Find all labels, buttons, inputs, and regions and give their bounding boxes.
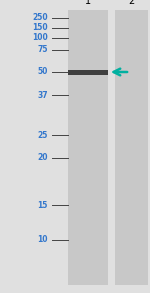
Text: 10: 10 bbox=[38, 236, 48, 244]
Text: 50: 50 bbox=[38, 67, 48, 76]
Text: 100: 100 bbox=[32, 33, 48, 42]
Text: 25: 25 bbox=[38, 130, 48, 139]
Text: 150: 150 bbox=[32, 23, 48, 33]
Text: 37: 37 bbox=[37, 91, 48, 100]
Bar bbox=[115, 10, 148, 285]
Text: 75: 75 bbox=[38, 45, 48, 54]
Text: 250: 250 bbox=[32, 13, 48, 23]
Bar bbox=[68, 10, 108, 285]
Text: 2: 2 bbox=[128, 0, 135, 6]
Text: 20: 20 bbox=[38, 154, 48, 163]
Bar bbox=[68, 70, 108, 75]
Text: 1: 1 bbox=[85, 0, 91, 6]
Text: 15: 15 bbox=[38, 200, 48, 209]
